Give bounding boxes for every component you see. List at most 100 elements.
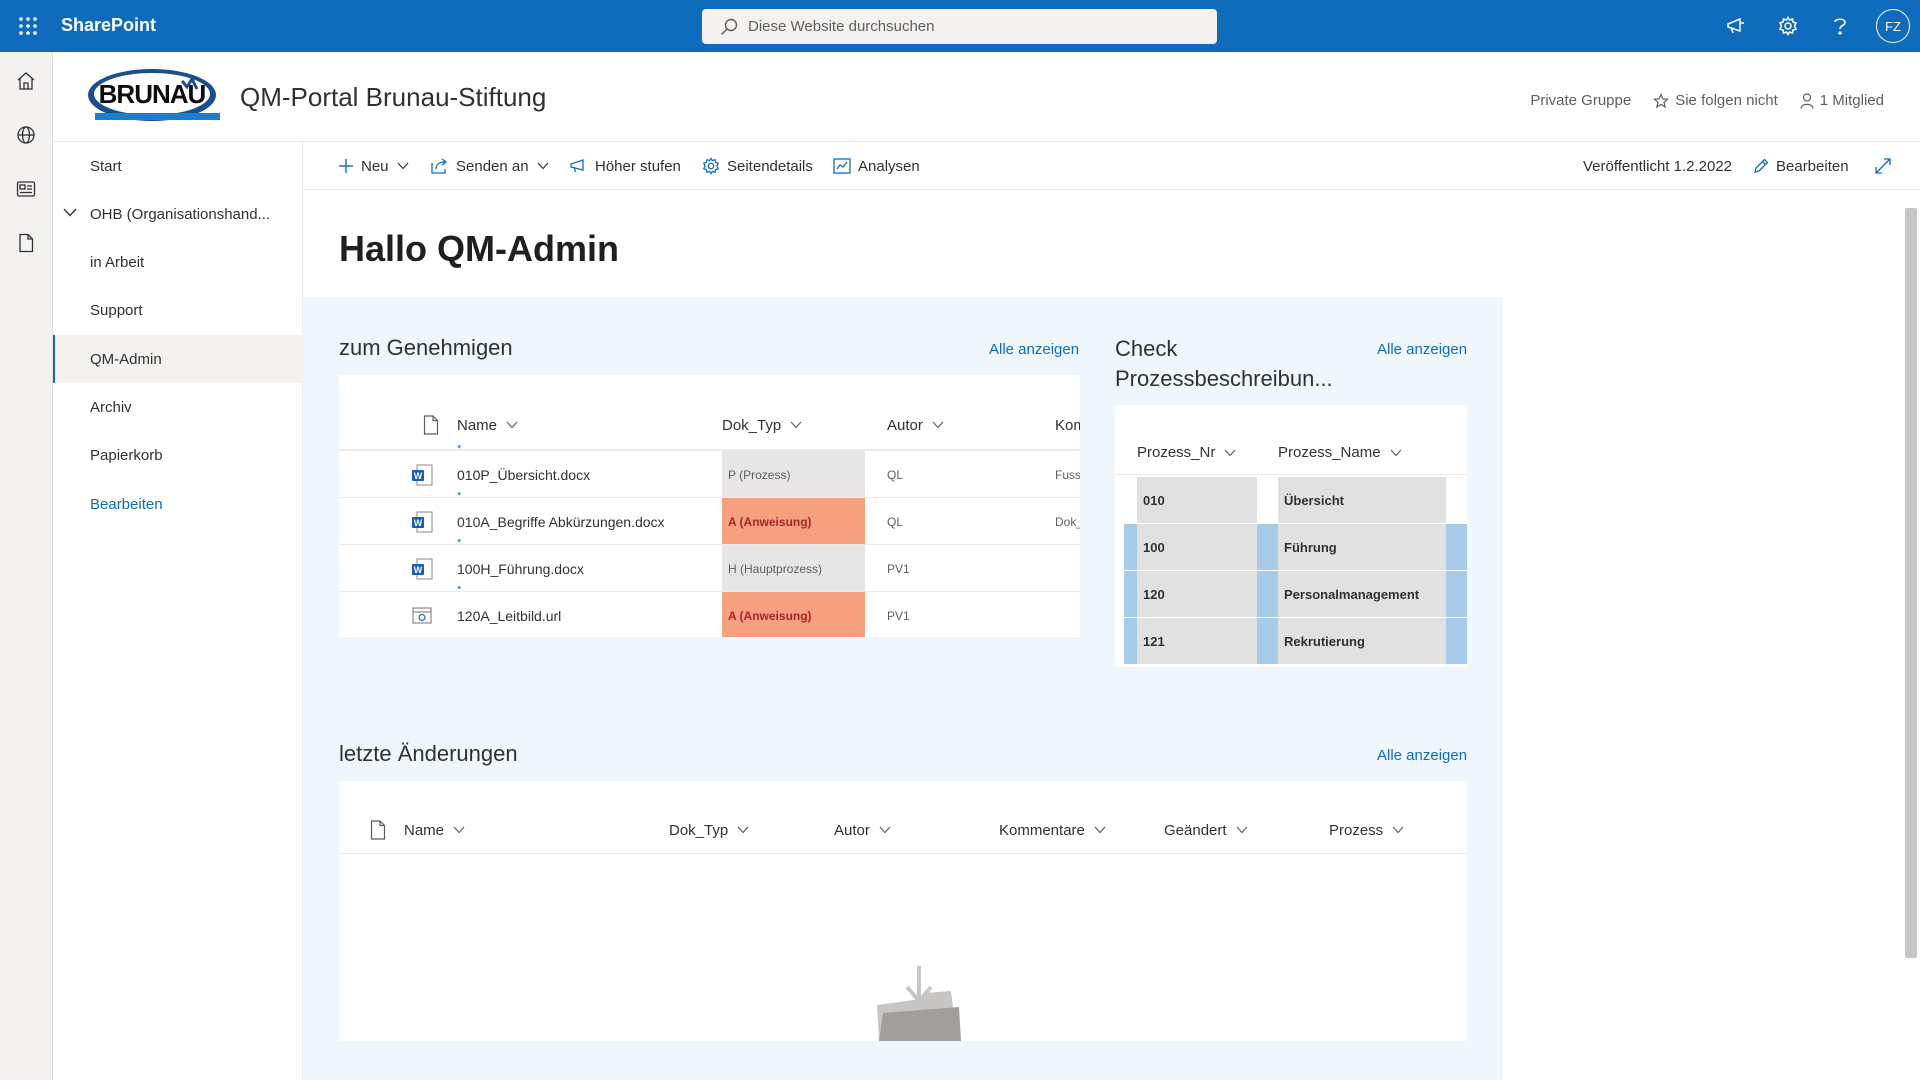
process-nr-cell: 010 bbox=[1137, 477, 1257, 523]
autor-cell: QL bbox=[887, 514, 904, 529]
table-row[interactable]: W * 100H_Führung.docx H (Hauptprozess) PV… bbox=[339, 537, 1080, 592]
check-see-all-link[interactable]: Alle anzeigen bbox=[1377, 341, 1468, 358]
file-type-icon[interactable] bbox=[414, 415, 439, 435]
document-icon[interactable] bbox=[12, 229, 40, 257]
send-to-button[interactable]: Senden an bbox=[431, 142, 556, 190]
column-dok-typ[interactable]: Dok_Typ bbox=[722, 400, 802, 450]
send-label: Senden an bbox=[456, 157, 529, 175]
file-name[interactable]: * 010A_Begriffe Abkürzungen.docx bbox=[457, 490, 665, 545]
column-prozess[interactable]: Prozess bbox=[1329, 806, 1404, 854]
command-bar: Neu Senden an Höher stufen Seitendetails… bbox=[303, 142, 1920, 190]
recent-list: Name Dok_Typ Autor Kommentare Geändert P… bbox=[339, 781, 1467, 1041]
follow-button[interactable]: Sie folgen nicht bbox=[1653, 92, 1778, 109]
scrollbar-thumb[interactable] bbox=[1905, 208, 1917, 958]
url-file-icon bbox=[411, 604, 433, 628]
recent-see-all-link[interactable]: Alle anzeigen bbox=[1377, 747, 1468, 764]
column-kommentare[interactable]: Kommentare bbox=[999, 806, 1106, 854]
file-name[interactable]: * 100H_Führung.docx bbox=[457, 537, 584, 592]
chevron-down-icon bbox=[1236, 826, 1247, 834]
table-row[interactable]: W * 010P_Übersicht.docx P (Prozess) QL Fu… bbox=[339, 443, 1080, 498]
column-autor[interactable]: Autor bbox=[834, 806, 891, 854]
column-name[interactable]: Name bbox=[457, 400, 518, 450]
approve-title: zum Genehmigen bbox=[339, 335, 513, 360]
chevron-down-icon bbox=[932, 421, 944, 429]
app-bar bbox=[0, 52, 53, 1080]
site-title[interactable]: QM-Portal Brunau-Stiftung bbox=[240, 82, 547, 112]
column-autor[interactable]: Autor bbox=[887, 400, 944, 450]
nav-edit-link[interactable]: Bearbeiten bbox=[53, 480, 303, 528]
chevron-down-icon bbox=[506, 421, 518, 429]
edit-page-button[interactable]: Bearbeiten bbox=[1753, 142, 1849, 190]
nav-item-papierkorb[interactable]: Papierkorb bbox=[53, 431, 303, 479]
suite-bar: SharePoint FZ bbox=[0, 0, 1920, 52]
process-name-cell: Führung bbox=[1278, 524, 1446, 570]
nav-item-start[interactable]: Start bbox=[53, 142, 303, 190]
row-highlight bbox=[1124, 571, 1137, 617]
settings-gear-icon[interactable] bbox=[1772, 10, 1804, 42]
group-type-label: Private Gruppe bbox=[1530, 92, 1632, 109]
nav-label: QM-Admin bbox=[90, 350, 162, 368]
row-highlight bbox=[1257, 571, 1278, 617]
column-label: Name bbox=[404, 821, 445, 839]
process-list: Prozess_Nr Prozess_Name 010 Übersicht 10… bbox=[1115, 405, 1467, 667]
star-icon bbox=[1653, 92, 1675, 109]
word-icon: W bbox=[411, 557, 433, 581]
pencil-icon bbox=[1753, 158, 1776, 174]
dok-typ-cell: A (Anweisung) bbox=[722, 592, 865, 637]
person-icon bbox=[1800, 92, 1820, 109]
table-row[interactable]: * 120A_Leitbild.url A (Anweisung) PV1 bbox=[339, 584, 1080, 637]
column-kommentare[interactable]: Kom bbox=[1055, 400, 1080, 450]
column-prozess-name[interactable]: Prozess_Name bbox=[1278, 430, 1402, 475]
user-avatar[interactable]: FZ bbox=[1876, 9, 1910, 43]
column-name[interactable]: Name bbox=[404, 806, 465, 854]
published-status: Veröffentlicht 1.2.2022 bbox=[1583, 142, 1732, 190]
nav-label: Start bbox=[90, 157, 122, 175]
column-prozess-nr[interactable]: Prozess_Nr bbox=[1137, 430, 1236, 475]
new-button[interactable]: Neu bbox=[338, 142, 416, 190]
new-item-icon: * bbox=[457, 537, 462, 549]
nav-item-ohb[interactable]: OHB (Organisationshand... bbox=[53, 190, 303, 238]
chevron-down-icon bbox=[397, 162, 416, 170]
expand-icon[interactable] bbox=[1875, 142, 1898, 190]
promote-button[interactable]: Höher stufen bbox=[570, 142, 681, 190]
details-label: Seitendetails bbox=[727, 157, 813, 175]
file-name-text: 120A_Leitbild.url bbox=[457, 607, 562, 624]
help-icon[interactable] bbox=[1824, 10, 1856, 42]
site-logo[interactable]: BRUNAU bbox=[87, 67, 222, 123]
search-icon bbox=[720, 18, 738, 36]
search-input[interactable] bbox=[748, 18, 1168, 35]
file-type-icon[interactable] bbox=[361, 820, 386, 840]
app-launcher-icon[interactable] bbox=[10, 8, 46, 44]
table-row[interactable]: W * 010A_Begriffe Abkürzungen.docx A (Anw… bbox=[339, 490, 1080, 545]
column-dok-typ[interactable]: Dok_Typ bbox=[669, 806, 749, 854]
svg-text:W: W bbox=[414, 565, 423, 575]
file-name-text: 010A_Begriffe Abkürzungen.docx bbox=[457, 513, 665, 530]
process-name-cell: Rekrutierung bbox=[1278, 618, 1446, 664]
megaphone-icon[interactable] bbox=[1720, 10, 1752, 42]
svg-text:W: W bbox=[414, 518, 423, 528]
app-name[interactable]: SharePoint bbox=[61, 15, 157, 35]
file-name[interactable]: * 010P_Übersicht.docx bbox=[457, 443, 590, 498]
row-highlight bbox=[1446, 618, 1467, 664]
news-icon[interactable] bbox=[12, 175, 40, 203]
nav-item-archiv[interactable]: Archiv bbox=[53, 383, 303, 431]
row-highlight bbox=[1257, 524, 1278, 570]
nav-item-qm-admin[interactable]: QM-Admin bbox=[53, 335, 303, 383]
members-button[interactable]: 1 Mitglied bbox=[1800, 92, 1884, 109]
analytics-button[interactable]: Analysen bbox=[833, 142, 920, 190]
column-geaendert[interactable]: Geändert bbox=[1164, 806, 1248, 854]
check-title: Check Prozessbeschreibun... bbox=[1115, 334, 1333, 394]
dok-typ-cell: A (Anweisung) bbox=[722, 498, 865, 545]
search-box[interactable] bbox=[702, 9, 1217, 44]
nav-item-in-arbeit[interactable]: in Arbeit bbox=[53, 238, 303, 286]
file-name[interactable]: * 120A_Leitbild.url bbox=[457, 584, 562, 637]
column-label: Prozess bbox=[1329, 821, 1384, 839]
nav-item-support[interactable]: Support bbox=[53, 286, 303, 334]
page-details-button[interactable]: Seitendetails bbox=[702, 142, 813, 190]
dok-typ-cell: H (Hauptprozess) bbox=[722, 545, 865, 592]
chevron-down-icon[interactable] bbox=[63, 208, 77, 217]
approve-see-all-link[interactable]: Alle anzeigen bbox=[989, 341, 1080, 358]
globe-icon[interactable] bbox=[12, 121, 40, 149]
home-icon[interactable] bbox=[12, 67, 40, 95]
nav-label: Papierkorb bbox=[90, 446, 163, 464]
